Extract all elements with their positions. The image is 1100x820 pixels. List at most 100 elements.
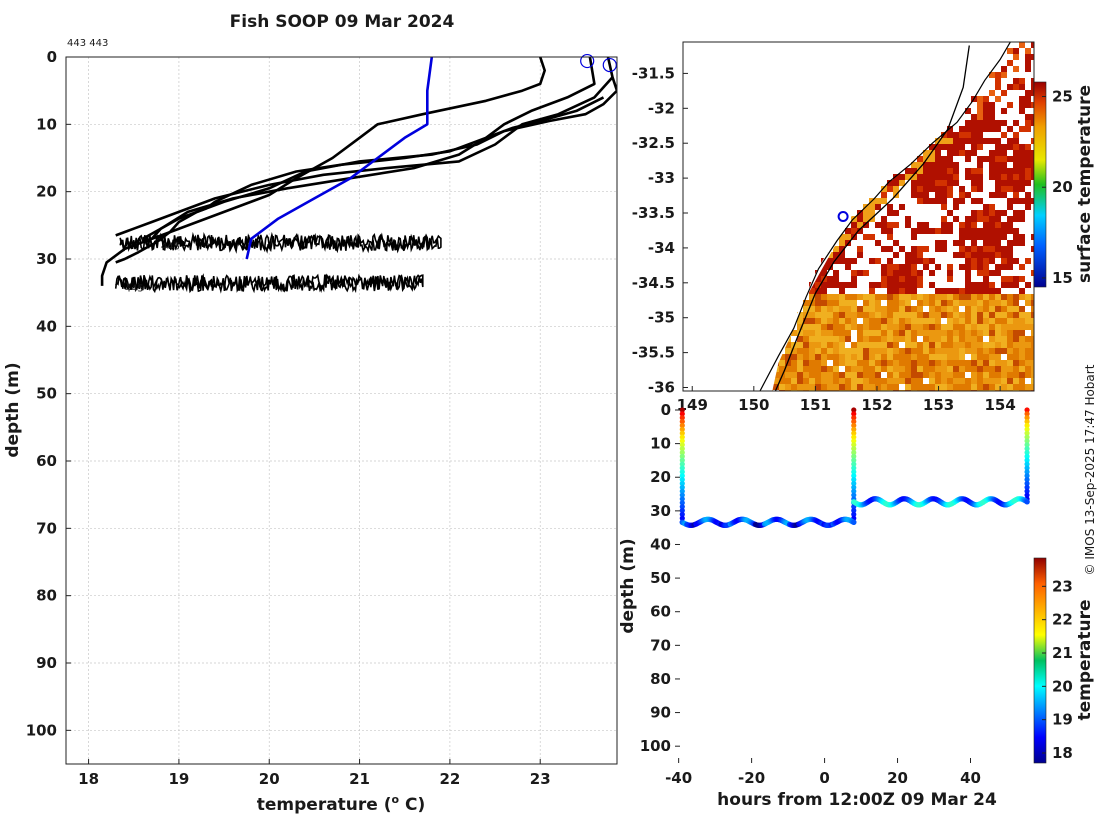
- sst-cell: [881, 222, 887, 228]
- sst-cell: [953, 174, 959, 180]
- map-y-tick-label: -36: [648, 379, 675, 397]
- sst-cell: [773, 378, 779, 384]
- sst-cell: [941, 336, 947, 342]
- sst-cell: [965, 258, 971, 264]
- sst-cell: [809, 330, 815, 336]
- sst-cell: [863, 318, 869, 324]
- sst-cell: [845, 384, 851, 390]
- sst-cell: [935, 186, 941, 192]
- sst-cell: [953, 300, 959, 306]
- sst-cell: [827, 330, 833, 336]
- sst-cell: [887, 360, 893, 366]
- sst-cell: [995, 354, 1001, 360]
- sst-cell: [1001, 342, 1007, 348]
- profile-y-ticks: 0 10 20 30 40 50 60 70 80 90 100: [26, 48, 71, 739]
- sst-cell: [983, 294, 989, 300]
- sst-cell: [887, 204, 893, 210]
- sst-cell: [923, 162, 929, 168]
- sst-cell: [1031, 306, 1034, 312]
- sst-cell: [1013, 150, 1019, 156]
- sst-cell: [953, 330, 959, 336]
- sst-cell: [809, 360, 815, 366]
- sst-cell: [1013, 78, 1019, 84]
- sst-cell: [947, 132, 953, 138]
- sst-cell: [863, 384, 869, 390]
- sst-cell: [911, 348, 917, 354]
- sst-cell: [875, 240, 881, 246]
- sst-cell: [821, 384, 827, 390]
- sst-cell: [815, 276, 821, 282]
- sst-cell: [983, 210, 989, 216]
- sst-cell: [989, 366, 995, 372]
- sst-cell: [1001, 264, 1007, 270]
- sst-cell: [845, 318, 851, 324]
- sst-cell: [1031, 324, 1034, 330]
- sst-cell: [935, 156, 941, 162]
- sst-cell: [1001, 318, 1007, 324]
- sst-cell: [935, 318, 941, 324]
- sst-cell: [893, 366, 899, 372]
- sst-cell: [947, 288, 953, 294]
- sst-cell: [1025, 192, 1031, 198]
- sst-cell: [851, 348, 857, 354]
- sst-cell: [1019, 342, 1025, 348]
- sst-cell: [1025, 60, 1031, 66]
- sst-cell: [1007, 48, 1013, 54]
- sst-cell: [899, 360, 905, 366]
- sst-cell: [881, 342, 887, 348]
- sst-cell: [911, 366, 917, 372]
- cast-point: [1024, 488, 1030, 494]
- timeseries-y-tick-label: 100: [640, 737, 671, 755]
- sst-cell: [959, 330, 965, 336]
- sst-cell: [965, 126, 971, 132]
- sst-cell: [995, 180, 1001, 186]
- timeseries-x-tick-label: 40: [960, 769, 981, 787]
- cast-point: [1024, 465, 1030, 471]
- sst-cell: [821, 294, 827, 300]
- sst-cell: [875, 360, 881, 366]
- profile-y-label: depth (m): [3, 362, 23, 457]
- sst-cell: [971, 372, 977, 378]
- profile-y-tick-label: 80: [36, 587, 57, 605]
- sst-cell: [959, 234, 965, 240]
- temperature-colorbar-tick-label: 20: [1052, 677, 1073, 695]
- sst-cell: [971, 180, 977, 186]
- sst-cell: [911, 228, 917, 234]
- sst-cell: [899, 246, 905, 252]
- sst-cell: [1013, 240, 1019, 246]
- sst-cell: [845, 354, 851, 360]
- sst-cell: [959, 252, 965, 258]
- sst-cell: [953, 132, 959, 138]
- sst-cell: [989, 372, 995, 378]
- sst-cell: [911, 246, 917, 252]
- sst-cell: [1001, 378, 1007, 384]
- sst-cell: [821, 324, 827, 330]
- sst-cell: [917, 306, 923, 312]
- sst-cell: [917, 252, 923, 258]
- sst-cell: [1019, 360, 1025, 366]
- sst-cell: [929, 300, 935, 306]
- profile-label: 445: [161, 242, 180, 253]
- sst-cell: [875, 258, 881, 264]
- sst-cell: [995, 246, 1001, 252]
- sst-cell: [971, 282, 977, 288]
- sst-cell: [947, 342, 953, 348]
- sst-cell: [971, 240, 977, 246]
- sst-cell: [923, 312, 929, 318]
- sst-cell: [875, 372, 881, 378]
- sst-cell: [941, 330, 947, 336]
- sst-cell: [923, 348, 929, 354]
- sst-cell: [875, 312, 881, 318]
- sst-cell: [785, 354, 791, 360]
- sst-cell: [1013, 162, 1019, 168]
- sst-cell: [917, 168, 923, 174]
- sst-cell: [821, 348, 827, 354]
- sst-cell: [851, 372, 857, 378]
- sst-cell: [893, 288, 899, 294]
- sst-cell: [923, 264, 929, 270]
- sst-cell: [941, 342, 947, 348]
- sst-cell: [971, 210, 977, 216]
- profile-labels: 445 445: [125, 242, 180, 295]
- cast-point: [1024, 407, 1030, 413]
- sst-cell: [899, 276, 905, 282]
